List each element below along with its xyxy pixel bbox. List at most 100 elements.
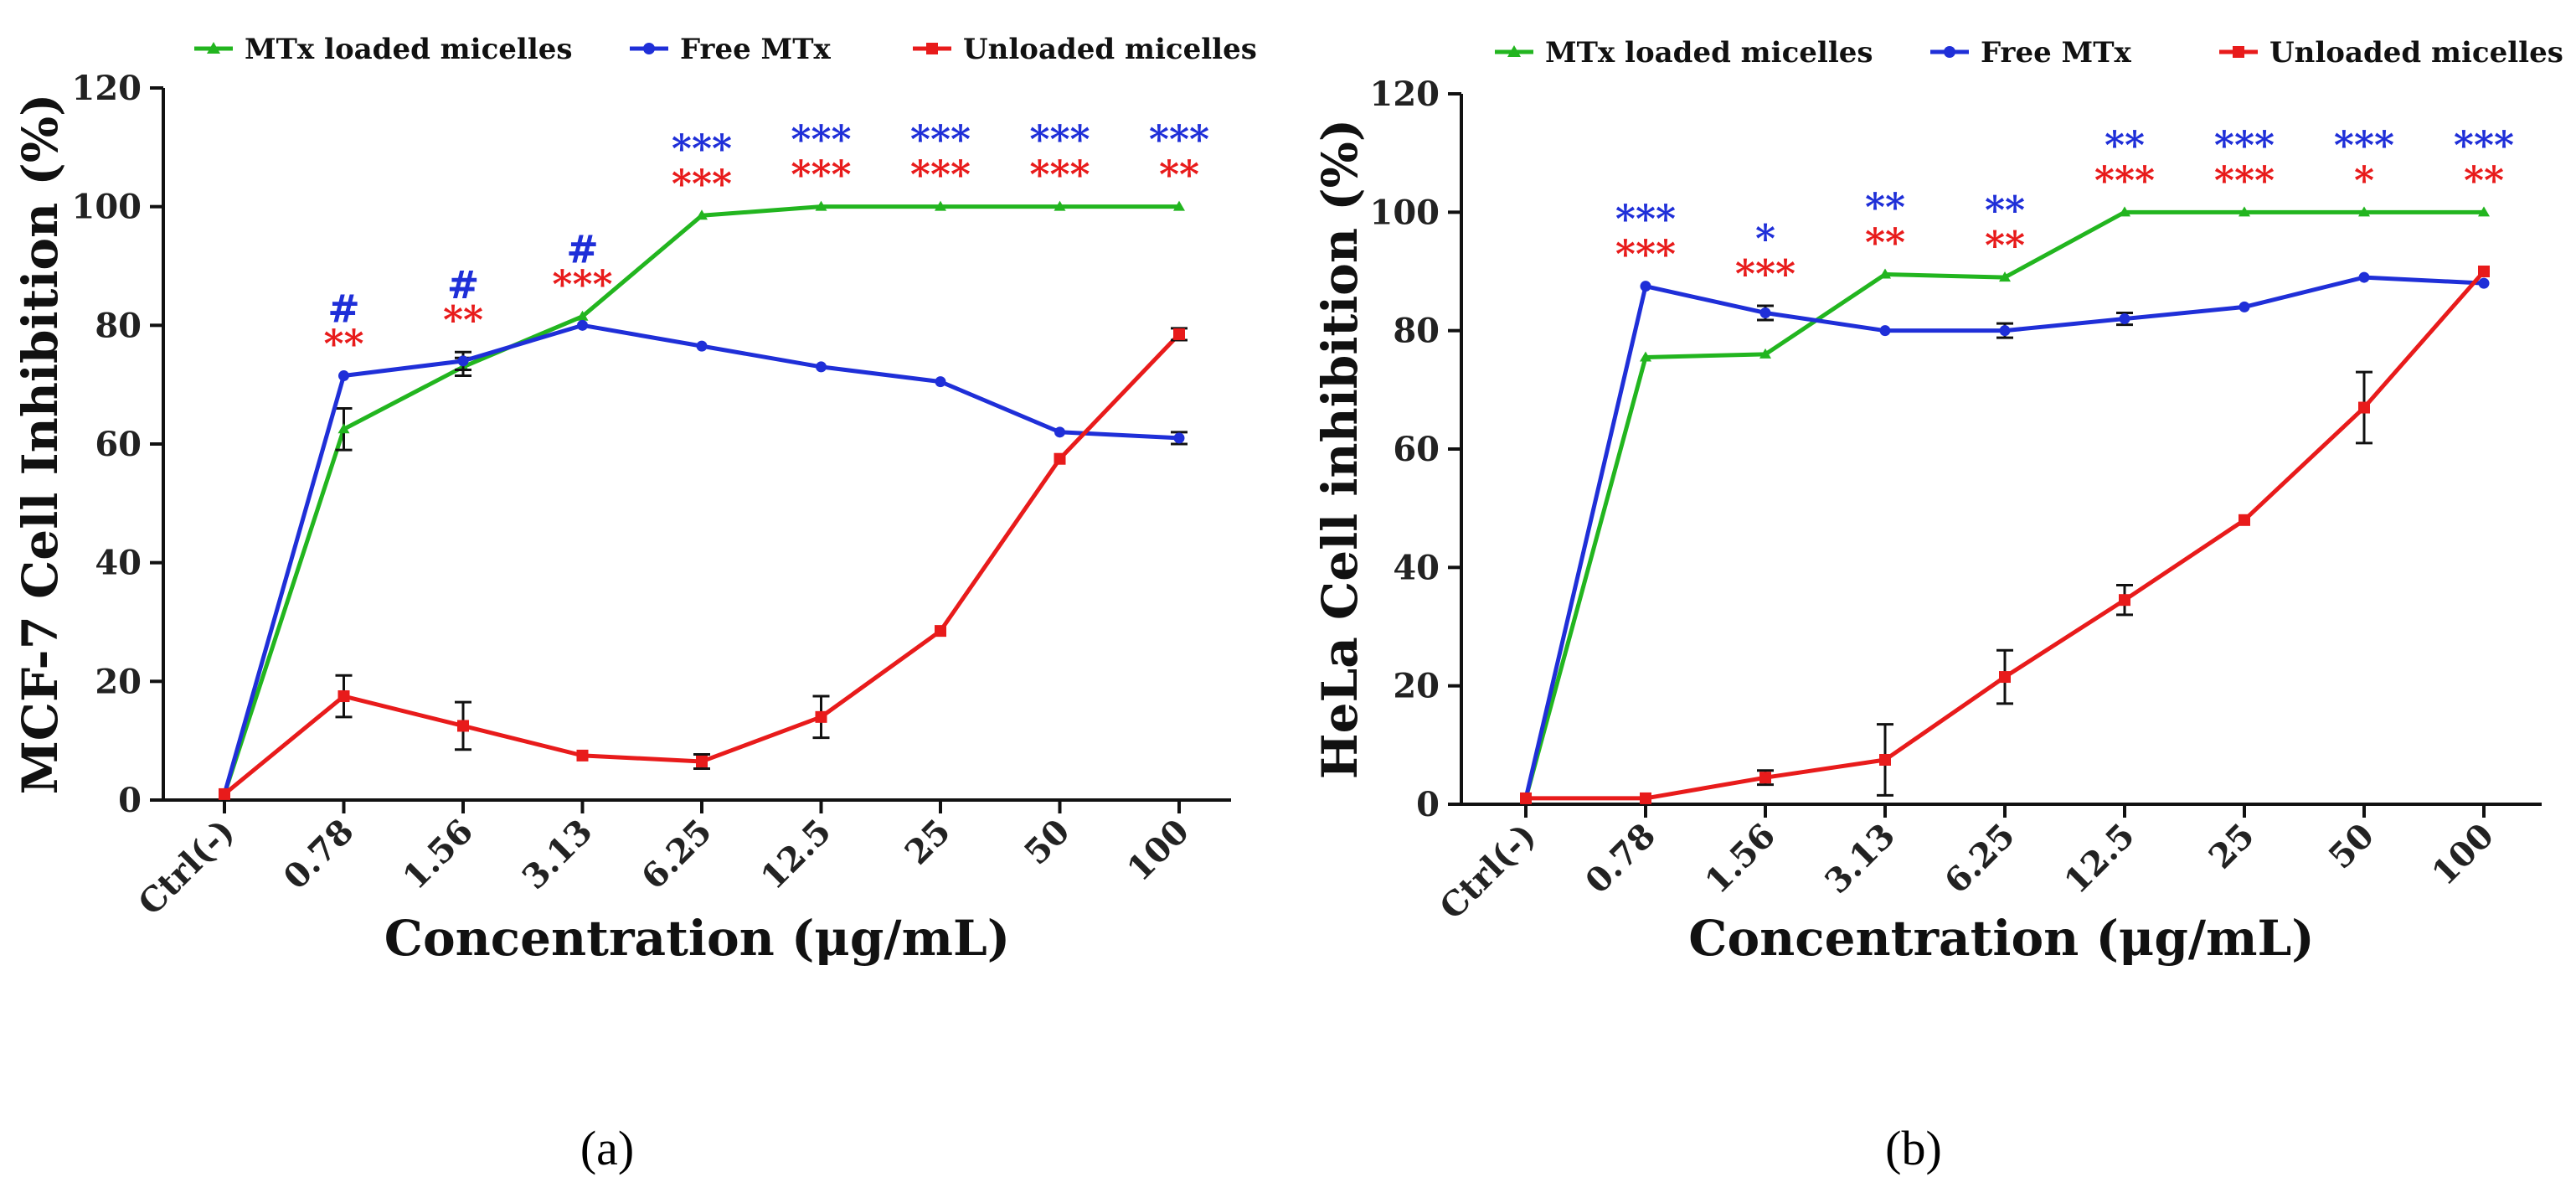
data-point-circle (2119, 313, 2130, 325)
x-tick-label: Ctrl(-) (1432, 816, 1543, 927)
x-tick-label: 100 (2424, 816, 2501, 893)
data-point-square (1879, 754, 1891, 766)
x-tick-label: 25 (897, 812, 958, 873)
legend-marker-triangle (207, 42, 220, 54)
data-point-circle (935, 376, 946, 388)
y-tick-label: 80 (1393, 312, 1440, 351)
x-tick-label: 50 (1017, 812, 1078, 873)
legend-label: Free MTx (680, 33, 831, 66)
panel-a-chart: 0 20 40 60 80 100 120 Ctrl(-) 0.78 1.56 3.13 6.25 12… (12, 33, 1257, 1175)
data-point-circle (1640, 281, 1651, 292)
x-tick-label: Ctrl(-) (131, 812, 242, 923)
legend-label: Unloaded micelles (963, 33, 1257, 66)
x-tick-label: 100 (1120, 812, 1197, 889)
series-line-mtx-loaded-micelles (1523, 209, 2484, 799)
y-tick-label: 60 (1393, 430, 1440, 469)
x-tick-label: 12.5 (753, 812, 838, 897)
significance-mark-red: ** (2464, 157, 2504, 203)
significance-mark-red: ** (443, 297, 483, 343)
x-tick-label: 1.56 (1698, 816, 1783, 901)
x-tick-label: 0.78 (1578, 816, 1663, 901)
significance-mark-blue: *** (1615, 197, 1676, 242)
data-point-circle (816, 361, 827, 373)
significance-mark-red: *** (1615, 232, 1676, 277)
x-axis-title: Concentration (μg/mL) (1688, 910, 2314, 967)
data-point-triangle (1999, 271, 2011, 282)
data-point-triangle (2119, 206, 2130, 217)
data-point-circle (577, 319, 588, 331)
x-tick-label: 12.5 (2057, 816, 2142, 901)
legend-label: Free MTx (1981, 36, 2131, 70)
data-point-triangle (696, 209, 708, 220)
significance-mark-blue: # (327, 287, 360, 332)
y-tick-label: 60 (95, 425, 142, 464)
y-tick-label: 0 (118, 781, 142, 820)
data-point-triangle (337, 423, 350, 434)
series-line-unloaded-micelles (1526, 270, 2486, 801)
data-point-triangle (576, 310, 589, 321)
significance-mark-blue: # (447, 262, 480, 307)
significance-mark-blue: ** (2105, 122, 2145, 168)
y-tick-label: 40 (1393, 548, 1440, 587)
data-point-circle (696, 340, 708, 352)
legend-label: MTx loaded micelles (245, 33, 573, 66)
x-tick-label: 6.25 (1937, 816, 2022, 901)
significance-mark-blue: *** (791, 117, 851, 163)
data-point-square (1999, 671, 2011, 684)
y-axis-title: HeLa Cell inhibition (%) (1311, 119, 1368, 779)
legend-label: Unloaded micelles (2269, 36, 2563, 70)
legend-marker-circle (643, 43, 655, 54)
data-point-triangle (1640, 351, 1651, 362)
data-point-square (935, 625, 946, 638)
significance-mark-red: ** (1865, 220, 1905, 266)
significance-mark-blue: *** (672, 126, 732, 171)
series-line-free-mtx (222, 323, 1180, 795)
y-tick-label: 20 (95, 662, 142, 701)
y-tick-label: 100 (1370, 193, 1440, 232)
data-point-circle (1054, 426, 1065, 438)
significance-mark-red: * (2354, 157, 2374, 203)
data-point-triangle (1054, 200, 1066, 211)
data-point-triangle (1173, 200, 1185, 211)
panel-label: (a) (580, 1121, 634, 1175)
data-point-square (1054, 452, 1066, 465)
data-point-square (2119, 594, 2130, 607)
data-point-square (337, 690, 350, 703)
x-tick-label: 50 (2321, 816, 2382, 877)
legend-label: MTx loaded micelles (1545, 36, 1873, 70)
legend-marker-circle (1944, 46, 1955, 58)
data-point-triangle (815, 200, 827, 211)
data-point-square (1759, 772, 1771, 784)
data-point-square (2239, 514, 2250, 526)
data-point-square (696, 755, 708, 767)
panel-b-chart: 0 20 40 60 80 100 120 Ctrl(-) 0.78 1.56 3.13 6.25 12… (1311, 36, 2563, 1175)
significance-mark-red: *** (791, 152, 851, 198)
x-tick-label: 3.13 (1817, 816, 1903, 901)
data-point-square (815, 710, 827, 723)
y-tick-label: 80 (95, 306, 142, 345)
data-point-circle (2478, 277, 2490, 289)
data-point-square (1173, 328, 1185, 340)
x-tick-label: 6.25 (634, 812, 719, 897)
data-point-square (2358, 401, 2370, 414)
data-point-circle (1999, 325, 2011, 337)
data-point-triangle (2478, 206, 2490, 217)
data-point-triangle (1879, 268, 1891, 279)
data-point-circle (338, 370, 349, 382)
x-tick-label: 3.13 (514, 812, 600, 897)
significance-mark-blue: *** (910, 117, 971, 163)
y-axis-title: MCF-7 Cell Inhibition (%) (12, 94, 69, 795)
significance-mark-blue: ** (1865, 185, 1905, 230)
significance-mark-red: ** (1985, 223, 2025, 268)
x-axis-title: Concentration (μg/mL) (384, 910, 1010, 967)
significance-mark-blue: *** (1029, 117, 1090, 163)
significance-mark-red: *** (910, 152, 971, 198)
legend-marker-square (2233, 46, 2244, 58)
data-point-circle (2358, 271, 2370, 283)
data-point-square (576, 749, 589, 762)
data-point-square (2478, 266, 2490, 277)
data-point-circle (1173, 432, 1185, 444)
data-point-triangle (935, 200, 946, 211)
significance-mark-blue: # (566, 227, 599, 272)
